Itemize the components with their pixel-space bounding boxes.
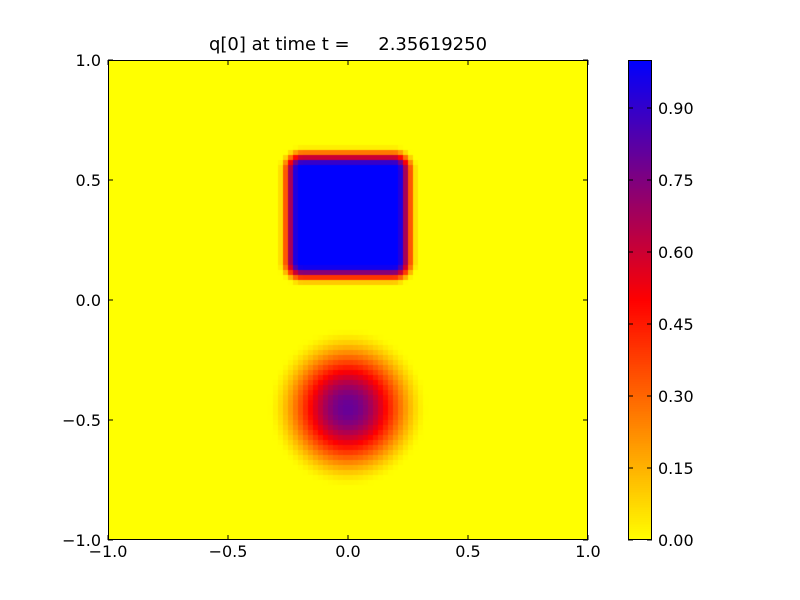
x-tick-label: 0.0: [335, 542, 360, 561]
x-tick-label: −1.0: [89, 542, 128, 561]
colorbar-axis: 0.00 0.15 0.30 0.45 0.60 0.75 0.90: [628, 99, 694, 550]
x-tick-label: 1.0: [575, 542, 600, 561]
y-axis: −1.0 −0.5 0.0 0.5 1.0: [62, 51, 588, 550]
colorbar-tick-label: 0.45: [658, 315, 694, 334]
y-tick-label: 0.5: [76, 171, 101, 190]
x-axis: −1.0 −0.5 0.0 0.5 1.0: [89, 60, 601, 561]
y-tick-label: −0.5: [62, 411, 101, 430]
y-tick-label: −1.0: [62, 531, 101, 550]
colorbar-frame: [628, 60, 652, 540]
colorbar-tick-label: 0.75: [658, 171, 694, 190]
y-tick-label: 0.0: [76, 291, 101, 310]
colorbar-tick-label: 0.15: [658, 459, 694, 478]
x-tick-label: 0.5: [455, 542, 480, 561]
colorbar-tick-label: 0.00: [658, 531, 694, 550]
plot-title: q[0] at time t = 2.35619250: [208, 34, 488, 55]
colorbar-tick-label: 0.60: [658, 243, 694, 262]
plot-frame: [108, 60, 588, 540]
y-tick-label: 1.0: [76, 51, 101, 70]
colorbar-gradient: [628, 60, 652, 540]
heatmap-image: [108, 60, 588, 540]
colorbar-tick-label: 0.30: [658, 387, 694, 406]
x-tick-label: −0.5: [209, 542, 248, 561]
colorbar-tick-label: 0.90: [658, 99, 694, 118]
